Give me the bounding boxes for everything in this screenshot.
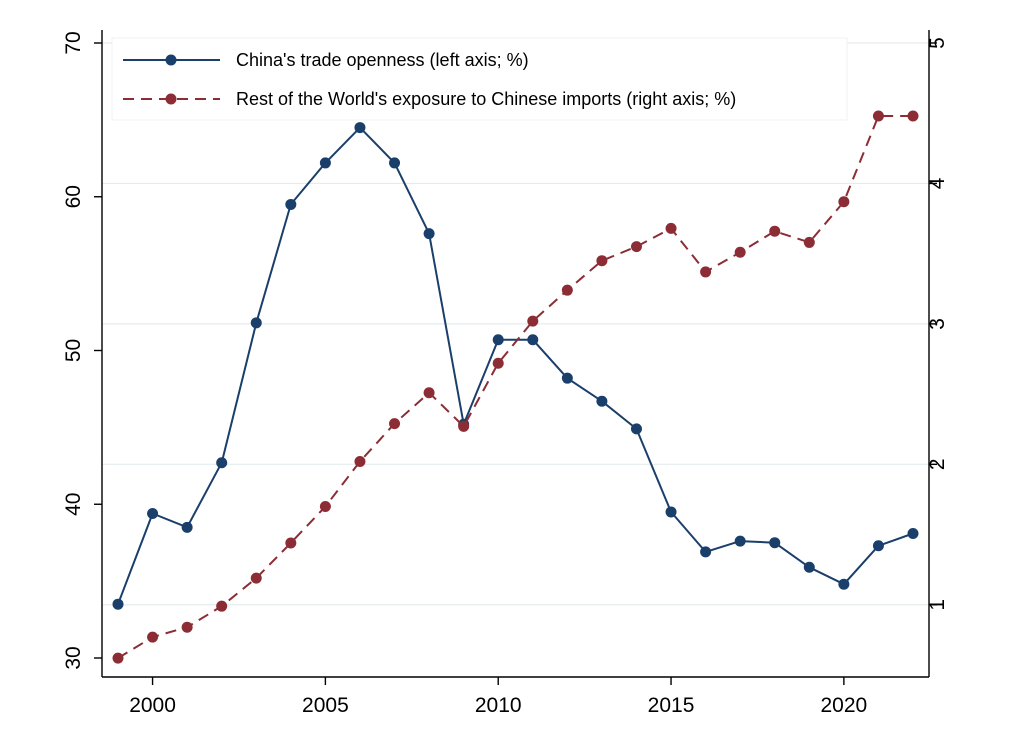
data-point <box>147 631 159 643</box>
data-point <box>630 241 642 253</box>
y-left-tick-label: 60 <box>62 185 85 208</box>
data-point <box>700 546 712 558</box>
series-line <box>117 126 914 605</box>
data-point <box>907 527 919 539</box>
data-point <box>492 334 504 346</box>
series <box>112 110 919 664</box>
data-point <box>527 334 539 346</box>
data-point <box>907 110 919 122</box>
legend-swatch-marker <box>165 93 177 105</box>
legend-label: China's trade openness (left axis; %) <box>236 50 529 70</box>
series-line <box>117 115 913 659</box>
data-point <box>181 621 193 633</box>
data-point <box>354 122 366 134</box>
data-point <box>389 418 401 430</box>
y-left-tick-label: 50 <box>62 339 85 362</box>
y-right-tick-label: 5 <box>926 37 949 49</box>
data-point <box>872 110 884 122</box>
data-point <box>285 198 297 210</box>
y-right-tick-label: 4 <box>926 177 949 189</box>
y-right-tick-label: 1 <box>926 599 949 611</box>
data-point <box>734 535 746 547</box>
y-left-tick-label: 40 <box>62 493 85 516</box>
x-tick-label: 2000 <box>129 694 176 717</box>
data-point <box>527 315 539 327</box>
data-point <box>769 537 781 549</box>
data-point <box>112 598 124 610</box>
legend-swatch-marker <box>165 54 177 66</box>
data-point <box>838 196 850 208</box>
y-right-tick-label: 2 <box>926 458 949 470</box>
y-left-tick-label: 70 <box>62 31 85 54</box>
data-point <box>665 222 677 234</box>
data-point <box>630 423 642 435</box>
data-point <box>112 652 124 664</box>
data-point <box>319 157 331 169</box>
data-point <box>458 420 470 432</box>
x-tick-label: 2020 <box>821 694 868 717</box>
y-left-tick-label: 30 <box>62 646 85 669</box>
data-point <box>734 246 746 258</box>
data-point <box>147 507 159 519</box>
data-point <box>250 572 262 584</box>
data-point <box>803 561 815 573</box>
legend: China's trade openness (left axis; %) Res… <box>111 37 848 121</box>
data-point <box>596 395 608 407</box>
data-point <box>872 540 884 552</box>
x-tick-label: 2005 <box>302 694 349 717</box>
data-point <box>423 228 435 240</box>
axes: 30 40 50 60 70 1 2 3 4 5 2000 2005 2010 2015 2020 <box>62 30 949 717</box>
data-point <box>803 236 815 248</box>
x-tick-label: 2015 <box>648 694 695 717</box>
series-2 <box>112 110 919 664</box>
legend-label: Rest of the World's exposure to Chinese … <box>236 89 736 109</box>
data-point <box>665 506 677 518</box>
data-point <box>285 537 297 549</box>
data-point <box>354 456 366 468</box>
data-point <box>181 521 193 533</box>
data-point <box>389 157 401 169</box>
data-point <box>250 317 262 329</box>
data-point <box>700 266 712 278</box>
data-point <box>596 255 608 267</box>
data-point <box>492 357 504 369</box>
y-right-tick-label: 3 <box>926 318 949 330</box>
gridlines <box>102 42 929 606</box>
data-point <box>216 600 228 612</box>
data-point <box>769 225 781 237</box>
data-point <box>216 457 228 469</box>
data-point <box>561 284 573 296</box>
series-1 <box>112 122 919 610</box>
data-point <box>838 578 850 590</box>
legend-box <box>111 37 848 121</box>
data-point <box>561 372 573 384</box>
x-tick-label: 2010 <box>475 694 522 717</box>
data-point <box>319 500 331 512</box>
data-point <box>423 387 435 399</box>
